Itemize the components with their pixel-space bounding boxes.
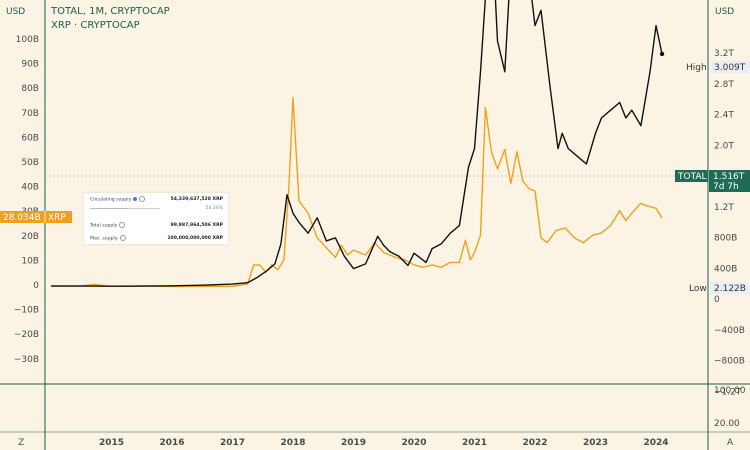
total-supply-row: Total supply 99,987,964,506 XRP [90,222,223,229]
left-tick-label: 40B [21,183,39,193]
left-tick-label: 60B [21,133,39,143]
total-badge-countdown: 7d 7h [713,182,739,192]
right-sub-tick-label: 20.00 [714,419,740,429]
total-badge-value: 1.516T [713,172,745,182]
x-tick-label: 2023 [583,438,608,448]
left-tick-label: 0 [33,281,39,291]
info-icon[interactable] [139,196,146,202]
left-tick-label: −20B [14,330,39,340]
right-sub-tick-label: 100.00 [714,386,746,396]
right-tick-label: 2.4T [714,111,734,121]
circulating-supply-percent: 54.34% [205,206,223,211]
right-tick-label: 3.2T [714,49,734,59]
zoom-corner-button[interactable]: Z [18,438,24,448]
left-tick-label: 20B [21,232,39,242]
xrp-series-legend[interactable]: XRP · CRYPTOCAP [51,20,140,31]
xrp-price-badge: 28.034B XRP [0,211,72,223]
verified-icon [133,197,138,201]
left-tick-label: 10B [21,256,39,266]
info-icon[interactable] [119,222,126,228]
xrp-series-line[interactable] [50,96,663,288]
total-price-badge: TOTAL 1.516T 7d 7h [675,170,750,192]
circulating-supply-bar-fill [90,208,129,209]
info-icon[interactable] [119,235,126,241]
x-tick-label: 2021 [462,438,487,448]
max-supply-value: 100,000,000,000 XRP [167,235,223,241]
right-tick-label: 800B [714,234,737,244]
right-tick-label: −400B [714,326,745,336]
right-tick-label: 2.8T [714,80,734,90]
total-last-point[interactable] [659,51,665,57]
left-tick-label: −10B [14,306,39,316]
low-label: Low [689,284,707,294]
left-tick-label: 80B [21,84,39,94]
x-tick-label: 2020 [401,438,426,448]
right-tick-label: 1.2T [714,203,734,213]
max-supply-label: Max. supply [90,236,118,242]
x-tick-label: 2018 [280,438,305,448]
total-series[interactable] [51,0,665,287]
left-tick-label: 70B [21,109,39,119]
circulating-supply-value: 54,339,637,528 XRP [170,196,223,202]
right-tick-label: 400B [714,264,737,274]
xrp-series[interactable] [50,96,663,288]
high-label: High [686,63,707,73]
left-currency-label[interactable]: USD [6,7,25,17]
right-tick-label: 0 [714,295,720,305]
circulating-supply-label: Circulating supply [90,197,132,203]
xrp-badge-value: 28.034B [3,213,41,223]
right-sub-axis-ticks: 100.00 20.00 [714,386,746,429]
left-tick-label: −30B [14,355,39,365]
high-value: 3.009T [714,63,746,73]
right-tick-label: −1.2T [714,387,742,397]
total-series-legend[interactable]: TOTAL, 1M, CRYPTOCAP [50,6,170,17]
total-badge-name: TOTAL [677,172,707,182]
left-tick-label: 90B [21,60,39,70]
left-tick-label: 100B [16,35,39,45]
auto-scale-button[interactable]: A [727,438,734,448]
high-badge: High 3.009T [686,61,750,73]
right-currency-label[interactable]: USD [715,7,734,17]
low-value: 2.122B [714,284,746,294]
xrp-badge-name: XRP [48,213,66,223]
x-tick-label: 2017 [220,438,245,448]
total-series-line[interactable] [51,0,663,287]
x-tick-label: 2019 [341,438,366,448]
total-supply-label: Total supply [90,223,118,229]
right-tick-label: 2.0T [714,141,734,151]
x-tick-label: 2024 [643,438,668,448]
max-supply-row: Max. supply 100,000,000,000 XRP [90,235,223,242]
x-axis-ticks: 2015 2016 2017 2018 2019 2020 2021 2022 2023 2024 [99,438,669,448]
right-tick-label: −800B [714,357,745,367]
x-tick-label: 2022 [522,438,547,448]
total-supply-value: 99,987,964,506 XRP [170,222,223,228]
supply-info-panel: Circulating supply 54,339,637,528 XRP 54… [84,193,228,244]
circulating-supply-row: Circulating supply 54,339,637,528 XRP [90,196,223,203]
left-tick-label: 50B [21,158,39,168]
x-tick-label: 2015 [99,438,124,448]
low-badge: Low 2.122B [689,282,750,294]
x-tick-label: 2016 [159,438,184,448]
circulating-supply-bar [90,208,160,209]
